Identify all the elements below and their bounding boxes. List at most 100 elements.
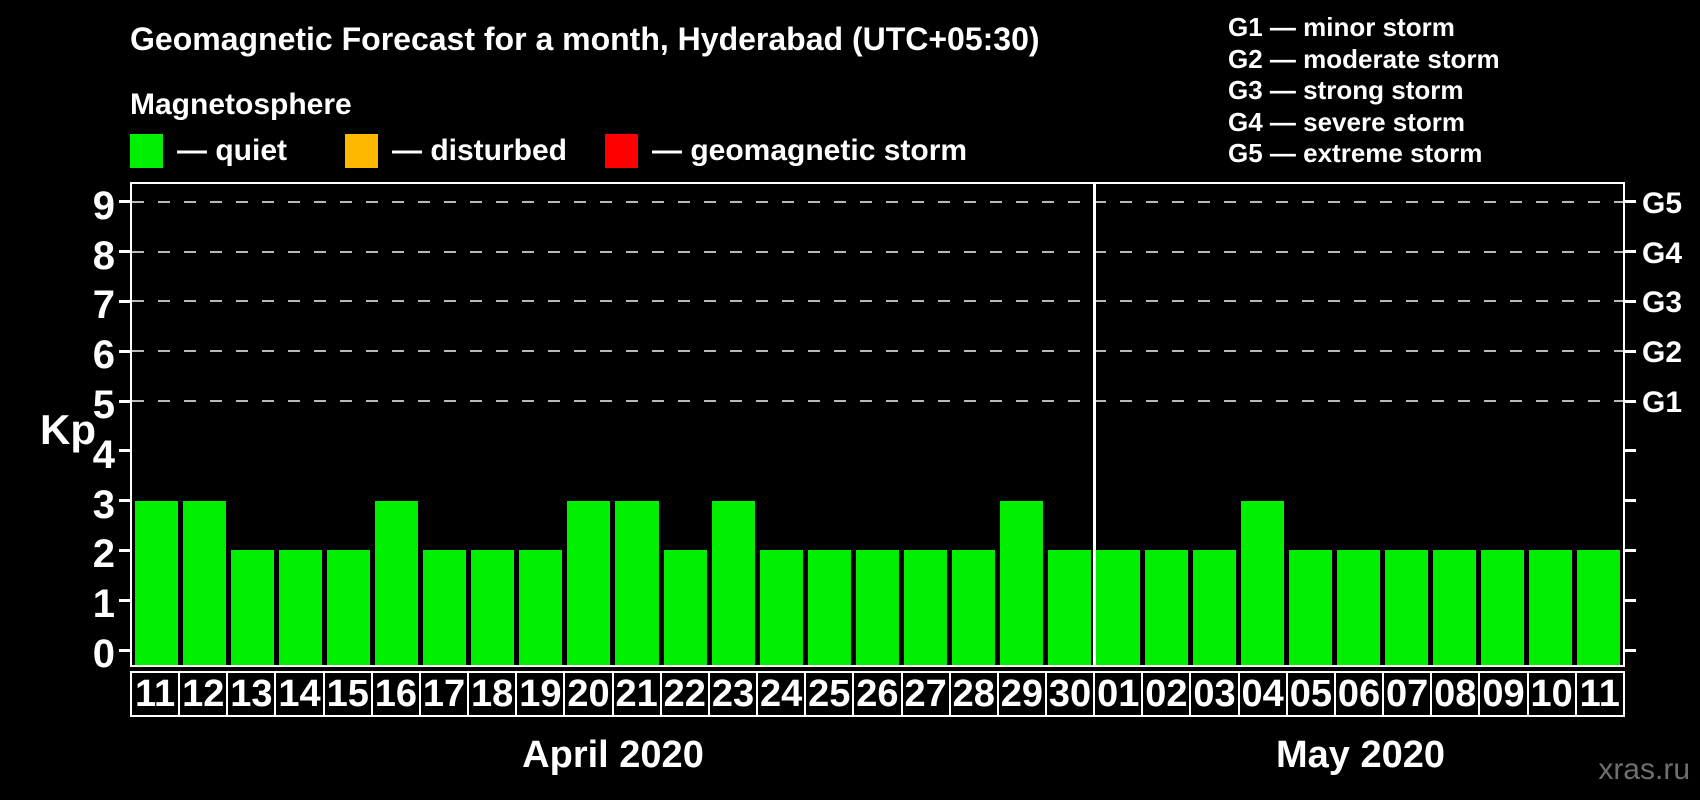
y-axis-tick-right-3: [1625, 499, 1636, 503]
y-axis-tick-left-3: [119, 499, 130, 503]
kp-bar-22: [663, 550, 707, 665]
kp-bar-10: [1529, 550, 1573, 665]
g-legend-line-g1: G1 — minor storm: [1228, 12, 1455, 42]
date-cell-12: 12: [178, 671, 229, 717]
y-axis-tick-right-5: [1625, 399, 1636, 403]
g-axis-label-g5: G5: [1642, 186, 1683, 220]
y-axis-label-5: 5: [92, 383, 115, 427]
legend-item-quiet: — quiet: [130, 133, 287, 169]
y-axis-tick-left-2: [119, 548, 130, 552]
storm-color-swatch: [605, 134, 638, 168]
kp-bar-17: [423, 550, 467, 665]
kp-bar-02: [1144, 550, 1188, 665]
legend-label-quiet: — quiet: [177, 134, 287, 167]
y-axis-tick-right-0: [1625, 648, 1636, 652]
date-cell-29: 29: [996, 671, 1047, 717]
date-cell-26: 26: [852, 671, 903, 717]
date-cell-06: 06: [1333, 671, 1385, 717]
kp-bar-15: [326, 550, 370, 665]
y-axis-tick-left-1: [119, 598, 130, 602]
date-cell-02: 02: [1141, 671, 1192, 717]
kp-bar-03: [1192, 550, 1236, 665]
kp-bar-11: [134, 500, 178, 665]
gridline-kp5: [132, 400, 1623, 402]
y-axis-tick-right-9: [1625, 200, 1636, 204]
kp-bar-09: [1481, 550, 1525, 665]
y-axis-tick-right-7: [1625, 299, 1636, 303]
month-separator-line: [1092, 184, 1096, 665]
month-label-may: May 2020: [1275, 734, 1445, 776]
date-cell-21: 21: [611, 671, 662, 717]
gridline-kp6: [132, 350, 1623, 353]
kp-bar-21: [615, 500, 659, 665]
y-axis-label-1: 1: [92, 582, 115, 627]
date-cell-03: 03: [1189, 671, 1240, 717]
date-cell-17: 17: [418, 671, 470, 717]
y-axis-label-2: 2: [92, 532, 115, 577]
y-axis-tick-left-7: [119, 299, 130, 303]
kp-bar-18: [471, 550, 515, 665]
y-axis-title-kp: Kp: [40, 406, 96, 453]
kp-bar-30: [1048, 550, 1092, 665]
date-cell-11: 11: [1574, 671, 1625, 717]
g-legend-line-g5: G5 — extreme storm: [1228, 138, 1483, 169]
kp-bar-27: [904, 550, 948, 665]
date-cell-25: 25: [804, 671, 855, 717]
kp-bar-16: [374, 500, 419, 665]
date-cell-18: 18: [467, 671, 518, 717]
y-axis-tick-right-6: [1625, 349, 1636, 353]
date-cell-28: 28: [948, 671, 999, 717]
y-axis-tick-left-9: [119, 200, 130, 204]
date-cell-30: 30: [1044, 671, 1096, 717]
date-cell-23: 23: [707, 671, 759, 717]
kp-bar-19: [519, 550, 563, 665]
g-axis-label-g1: G1: [1642, 386, 1683, 419]
y-axis-label-6: 6: [92, 333, 115, 378]
kp-bar-08: [1433, 550, 1477, 665]
y-axis-tick-right-8: [1625, 250, 1636, 254]
y-axis-label-8: 8: [92, 233, 115, 278]
date-cell-14: 14: [274, 671, 325, 717]
date-cell-24: 24: [756, 671, 807, 717]
legend-label-geomagnetic-storm: — geomagnetic storm: [652, 134, 968, 167]
date-cell-10: 10: [1526, 671, 1577, 717]
kp-bar-25: [807, 550, 851, 665]
month-label-april: April 2020: [522, 734, 704, 776]
date-cell-11: 11: [130, 671, 181, 717]
date-cell-08: 08: [1430, 671, 1481, 717]
date-cell-15: 15: [322, 671, 373, 717]
y-axis-tick-right-1: [1625, 598, 1636, 602]
legend-item-disturbed: — disturbed: [345, 133, 567, 169]
kp-bar-07: [1385, 550, 1429, 665]
kp-bar-06: [1336, 550, 1380, 665]
date-cell-27: 27: [900, 671, 951, 717]
kp-bar-24: [759, 550, 803, 665]
y-axis-tick-left-4: [119, 449, 130, 453]
y-axis-label-4: 4: [92, 432, 115, 477]
y-axis-label-7: 7: [92, 283, 115, 328]
kp-bar-29: [1000, 500, 1044, 665]
kp-bar-13: [230, 550, 274, 665]
g-legend-line-g3: G3 — strong storm: [1228, 75, 1464, 106]
date-cell-01: 01: [1093, 671, 1144, 717]
y-axis-label-9: 9: [92, 183, 115, 228]
g-scale-legend: G1 — minor storm G2 — moderate storm G3 …: [1228, 12, 1500, 170]
g-legend-line-g2: G2 — moderate storm: [1228, 43, 1500, 74]
date-cell-16: 16: [370, 671, 421, 717]
kp-bar-28: [952, 550, 996, 665]
date-cell-20: 20: [563, 671, 614, 717]
gridline-kp9: [132, 200, 1623, 203]
y-axis-tick-left-6: [119, 349, 130, 353]
kp-bar-12: [182, 500, 226, 665]
legend-label-disturbed: — disturbed: [392, 134, 568, 167]
g-legend-line-g4: G4 — severe storm: [1228, 106, 1466, 137]
y-axis-tick-left-8: [119, 250, 130, 254]
y-axis-tick-right-4: [1625, 449, 1636, 453]
date-cell-22: 22: [659, 671, 710, 717]
gridline-kp7: [132, 300, 1623, 303]
y-axis-label-0: 0: [92, 632, 115, 676]
y-axis-tick-left-0: [119, 648, 130, 652]
g-axis-label-g4: G4: [1642, 236, 1683, 270]
kp-bar-01: [1096, 550, 1140, 665]
kp-bar-11: [1577, 550, 1621, 665]
